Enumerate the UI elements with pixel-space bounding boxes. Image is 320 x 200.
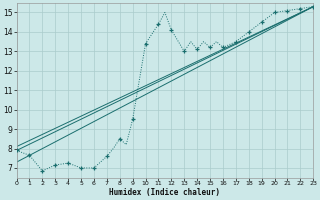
X-axis label: Humidex (Indice chaleur): Humidex (Indice chaleur) bbox=[109, 188, 220, 197]
